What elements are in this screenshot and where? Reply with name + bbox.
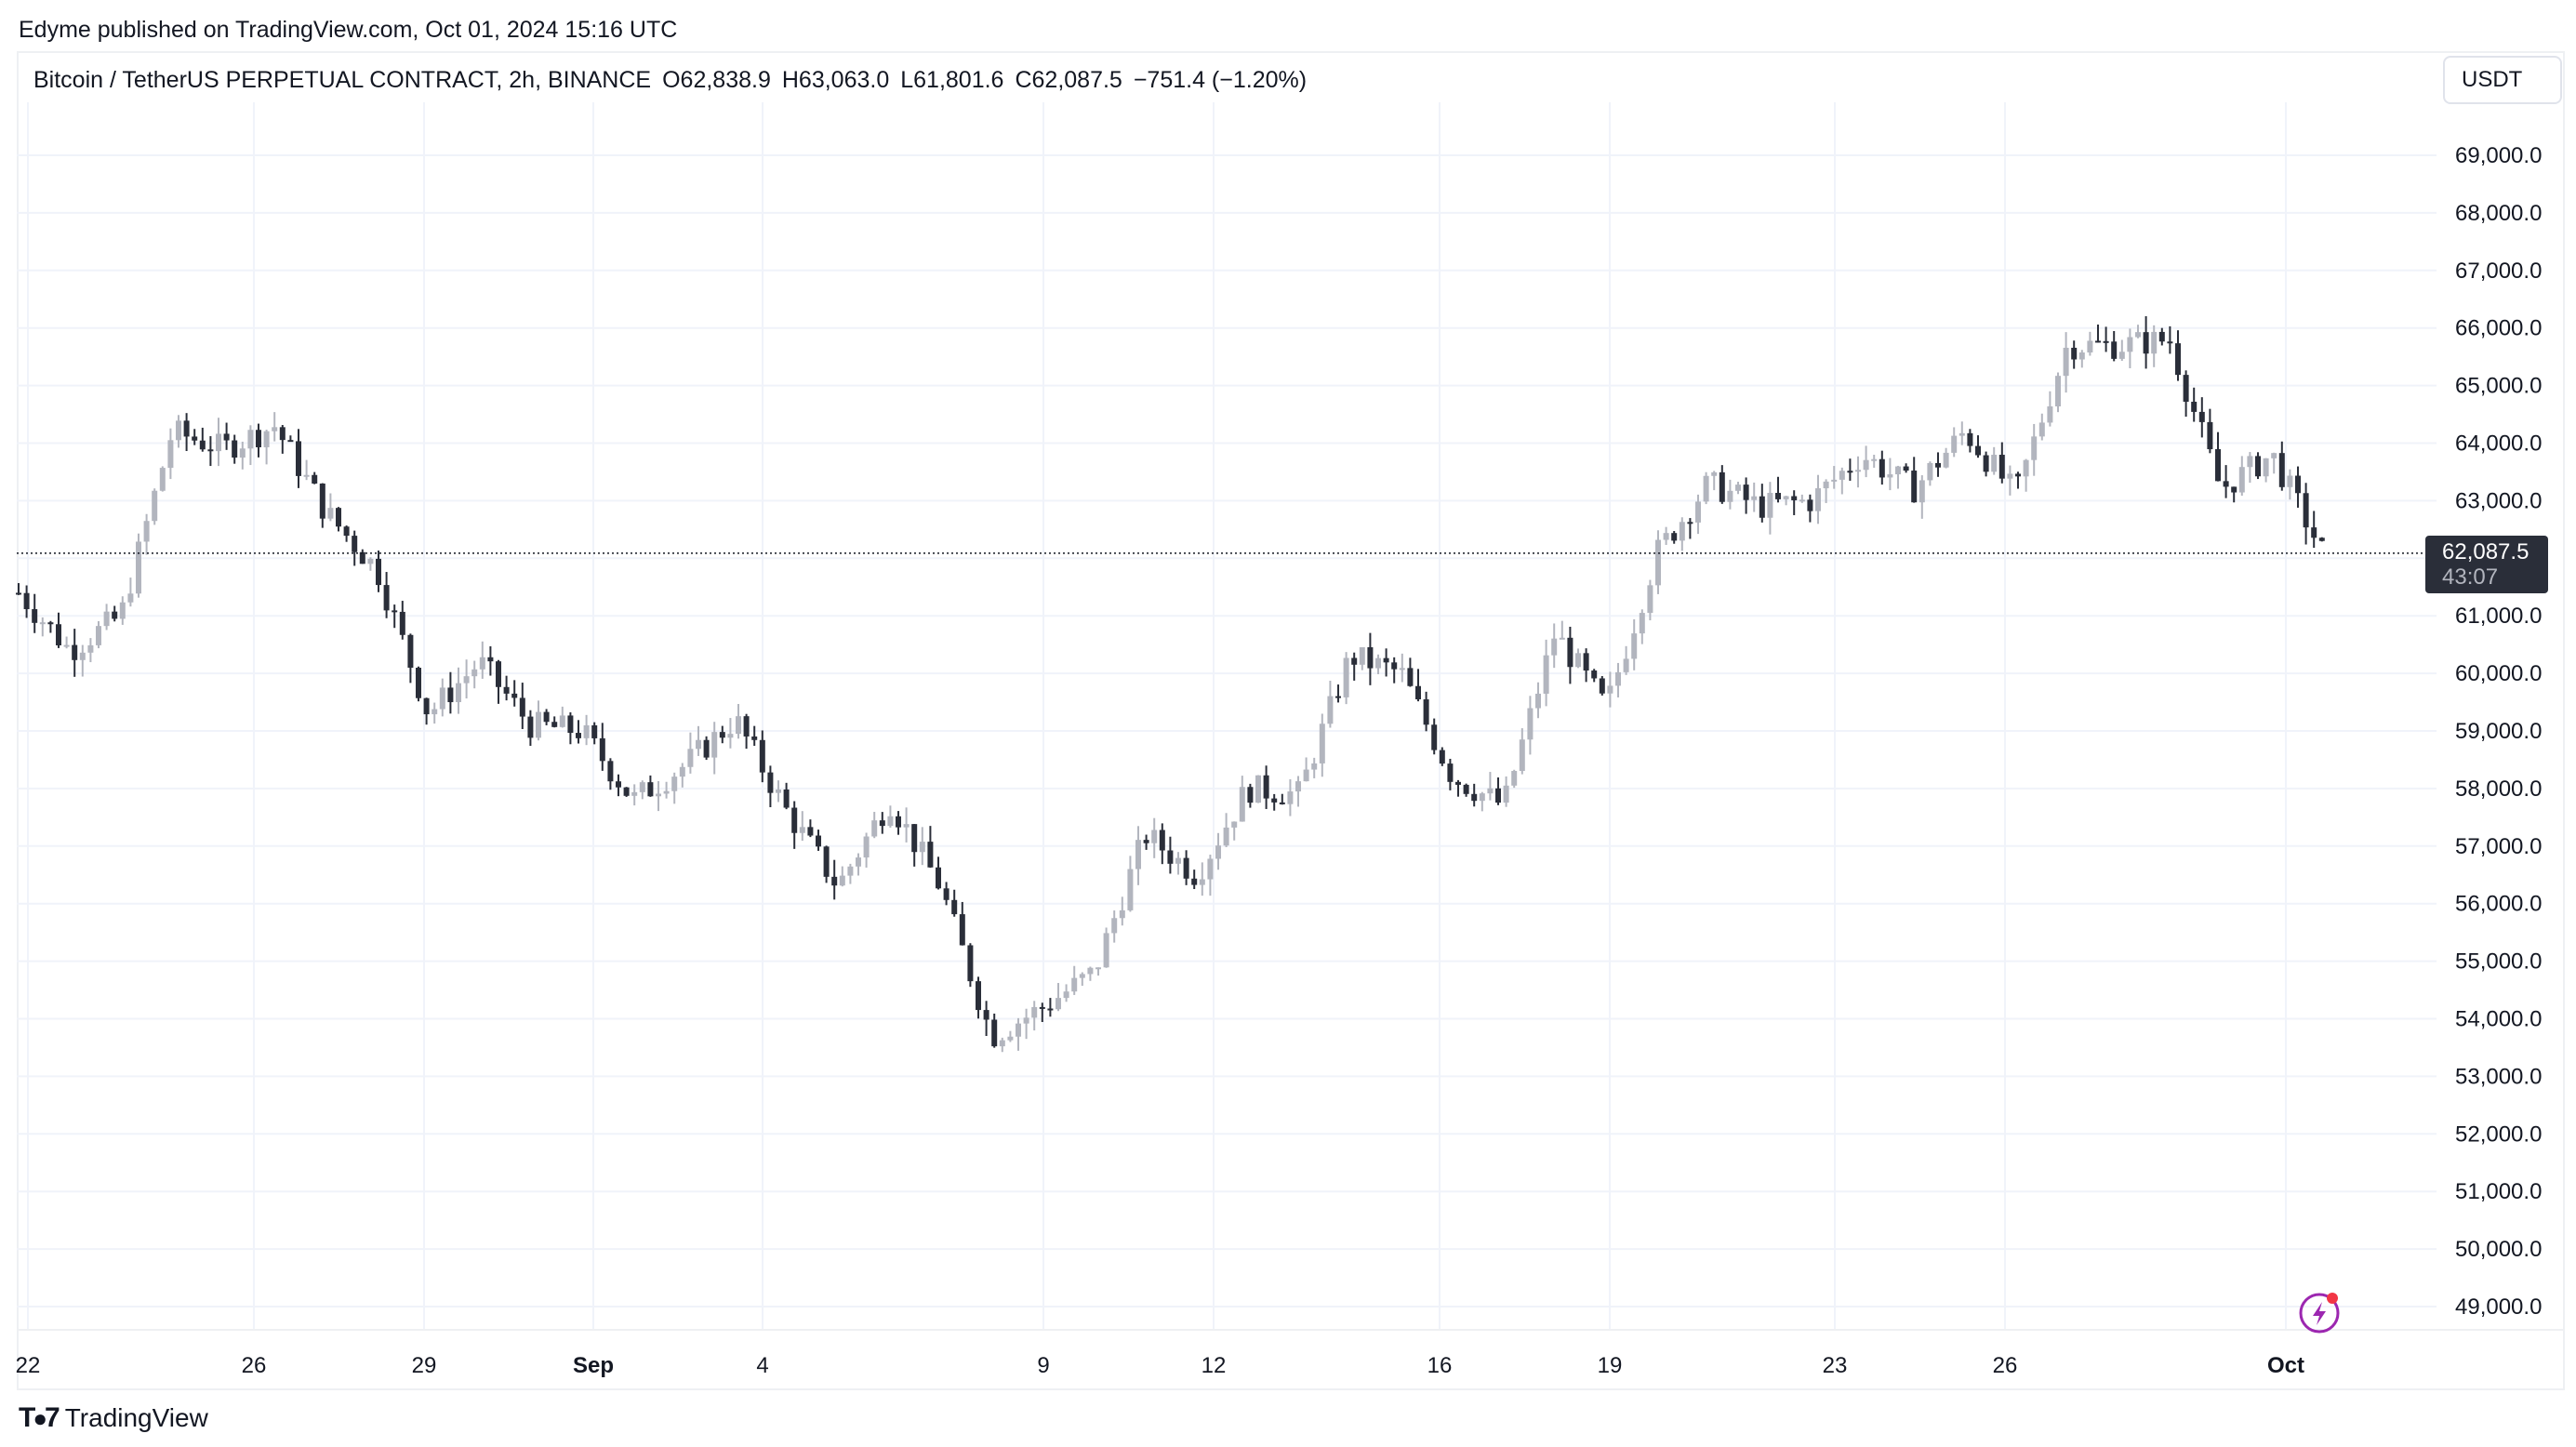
close-value: C62,087.5 [1015, 67, 1122, 93]
alert-icon[interactable] [2299, 1293, 2340, 1334]
time-tick: 16 [1427, 1353, 1453, 1378]
time-tick: 23 [1823, 1353, 1848, 1378]
price-tick: 51,000.0 [2455, 1179, 2542, 1204]
price-tick: 52,000.0 [2455, 1122, 2542, 1147]
time-tick: 19 [1598, 1353, 1623, 1378]
open-value: O62,838.9 [662, 67, 771, 93]
price-tick: 50,000.0 [2455, 1237, 2542, 1262]
price-tick: 65,000.0 [2455, 374, 2542, 399]
time-tick: 12 [1202, 1353, 1227, 1378]
price-tick: 63,000.0 [2455, 488, 2542, 513]
price-tick: 60,000.0 [2455, 661, 2542, 686]
publish-info: Edyme published on TradingView.com, Oct … [19, 17, 678, 43]
footer-branding: T●7 TradingView [19, 1402, 208, 1434]
chart-frame [17, 51, 2565, 1390]
price-tick: 67,000.0 [2455, 259, 2542, 284]
time-tick: 4 [756, 1353, 768, 1378]
time-tick: 26 [242, 1353, 267, 1378]
time-tick: 22 [16, 1353, 41, 1378]
price-tick: 55,000.0 [2455, 949, 2542, 975]
time-tick: Sep [573, 1353, 614, 1378]
price-tick: 64,000.0 [2455, 431, 2542, 457]
high-value: H63,063.0 [781, 67, 890, 93]
low-value: L61,801.6 [900, 67, 1004, 93]
price-tick: 54,000.0 [2455, 1007, 2542, 1032]
currency-button[interactable]: USDT [2443, 56, 2562, 104]
time-tick: 9 [1037, 1353, 1049, 1378]
candles [16, 316, 2325, 1053]
bar-countdown: 43:07 [2442, 564, 2499, 590]
price-tick: 68,000.0 [2455, 201, 2542, 226]
price-axis[interactable]: 69,000.0 68,000.0 67,000.0 66,000.0 65,000.0… [2455, 143, 2542, 1320]
tradingview-logo-icon: T●7 [19, 1402, 60, 1433]
last-price-value: 62,087.5 [2442, 539, 2530, 564]
price-tick: 66,000.0 [2455, 316, 2542, 341]
grid-lines [17, 102, 2437, 1330]
time-tick: Oct [2267, 1353, 2304, 1378]
price-tick: 58,000.0 [2455, 777, 2542, 802]
price-tick: 61,000.0 [2455, 604, 2542, 629]
price-tick: 57,000.0 [2455, 834, 2542, 859]
price-tick: 56,000.0 [2455, 892, 2542, 917]
price-tick: 53,000.0 [2455, 1064, 2542, 1089]
time-tick: 26 [1993, 1353, 2018, 1378]
change-value: −751.4 (−1.20%) [1133, 67, 1308, 93]
symbol-label[interactable]: Bitcoin / TetherUS PERPETUAL CONTRACT, 2… [33, 67, 652, 93]
footer-logo-text: TradingView [64, 1403, 208, 1432]
last-price-tag: 62,087.5 43:07 [2425, 536, 2548, 593]
chart-legend: Bitcoin / TetherUS PERPETUAL CONTRACT, 2… [33, 67, 1318, 94]
price-tick: 59,000.0 [2455, 719, 2542, 744]
time-axis[interactable]: 22 26 29 Sep 4 9 12 16 19 23 26 Oct [16, 1353, 2304, 1378]
time-tick: 29 [412, 1353, 437, 1378]
price-tick: 69,000.0 [2455, 143, 2542, 168]
price-tick: 49,000.0 [2455, 1294, 2542, 1320]
